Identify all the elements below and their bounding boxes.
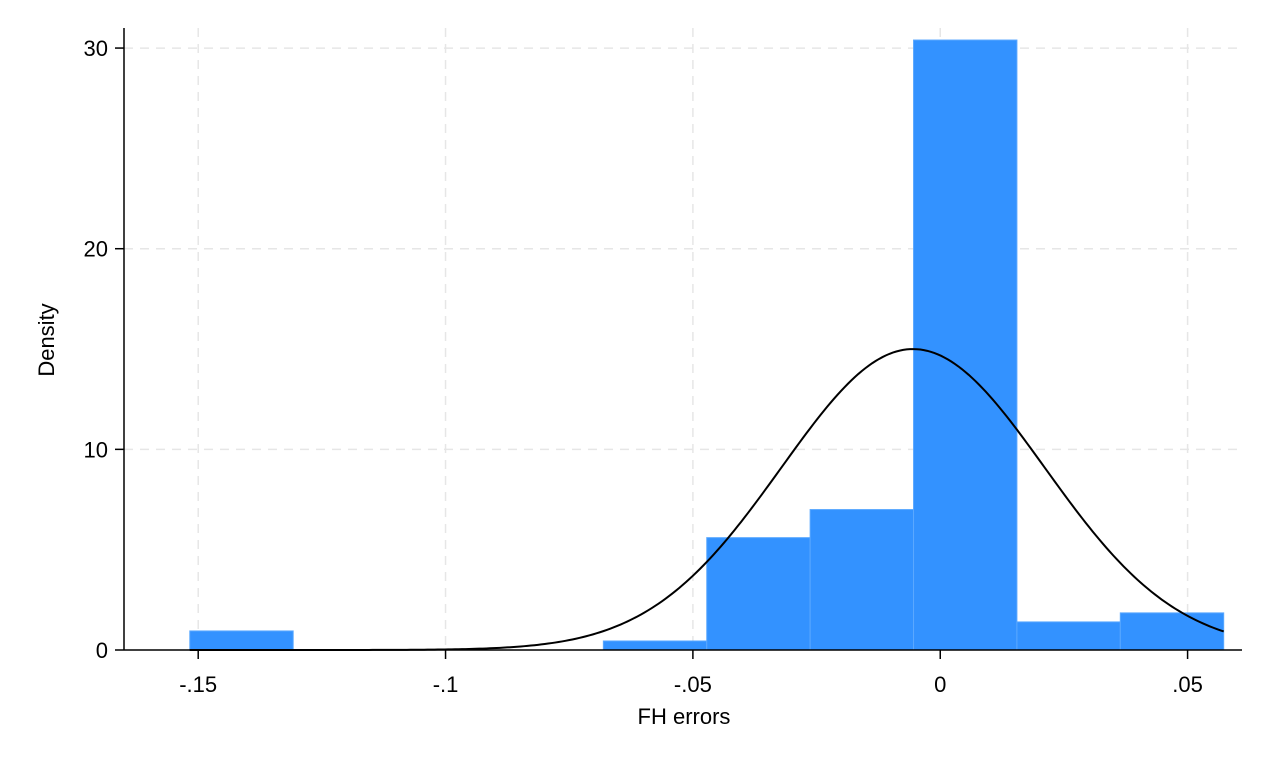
x-tick-label: -.1 [433, 672, 459, 697]
histogram-bar-7 [913, 39, 1018, 651]
x-tick-label: -.05 [674, 672, 712, 697]
histogram-bar-4 [602, 640, 708, 651]
y-tick-label: 10 [84, 437, 108, 462]
histogram-bar-5 [706, 537, 811, 651]
y-tick-label: 30 [84, 36, 108, 61]
y-axis-title: Density [34, 303, 59, 376]
histogram-bar-0 [189, 630, 294, 651]
x-tick-label: .05 [1172, 672, 1203, 697]
histogram-bars [189, 39, 1225, 651]
y-tick-label: 0 [96, 638, 108, 663]
histogram-bar-6 [809, 509, 915, 651]
y-tick-label: 20 [84, 237, 108, 262]
axis-ticks: -.15 -.1 -.05 0 .05 0 10 20 30 [84, 36, 1203, 697]
axes [123, 28, 1242, 651]
histogram-bar-8 [1016, 621, 1121, 651]
x-tick-label: 0 [934, 672, 946, 697]
x-tick-label: -.15 [179, 672, 217, 697]
histogram-bar-9 [1119, 612, 1225, 651]
x-axis-title: FH errors [638, 704, 731, 729]
